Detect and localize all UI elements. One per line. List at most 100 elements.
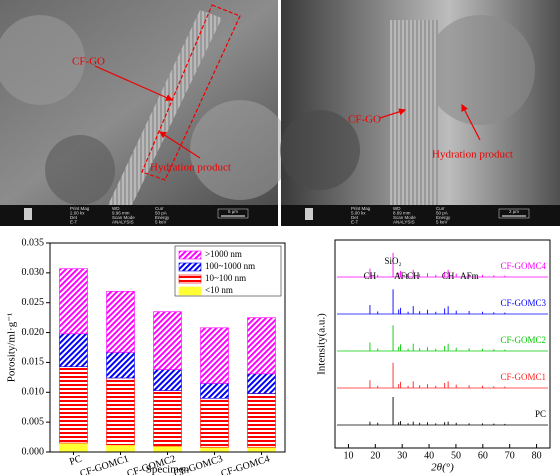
x-tick-label: PC	[68, 453, 83, 467]
bar-segment	[106, 291, 135, 353]
x-tick-label: CF-GOMC4	[220, 454, 272, 475]
info-field: Energy	[436, 215, 451, 220]
series-label: CF-GOMC2	[500, 335, 546, 345]
annotation: CH	[442, 271, 455, 281]
x-tick-label: 70	[505, 450, 515, 461]
info-field: WD	[393, 206, 401, 211]
bar-segment	[247, 317, 276, 375]
legend-swatch	[178, 286, 202, 296]
x-axis-label: Specimen	[146, 464, 190, 475]
bar-segment	[247, 373, 276, 394]
icon	[24, 208, 32, 220]
plot-frame	[49, 242, 286, 453]
sem-image-right: CF-GO Hydration product	[280, 0, 560, 226]
bar-segment	[106, 351, 135, 379]
plot-frame	[334, 239, 551, 449]
bar-segment	[106, 444, 135, 453]
y-tick-label: 0.030	[22, 267, 45, 278]
info-field: Det	[351, 215, 359, 220]
y-tick-label: 0.035	[22, 237, 45, 248]
series-label: CF-GOMC3	[500, 298, 546, 308]
y-tick-label: 0.000	[22, 446, 45, 457]
y-tick-label: 0.010	[22, 387, 45, 398]
info-field: Scan Mode	[112, 215, 135, 220]
bar-segment	[106, 377, 135, 446]
info-value: 9.96 mm	[112, 211, 130, 216]
info-field: WD	[112, 206, 120, 211]
legend-swatch	[178, 250, 202, 260]
bar-segment	[59, 268, 88, 335]
bar-segment	[200, 397, 229, 448]
bar-segment	[59, 333, 88, 367]
scale-bar-box	[498, 208, 530, 219]
legend-label: <10 nm	[205, 285, 233, 295]
bar-segment	[200, 446, 229, 453]
bar-segment	[153, 311, 182, 370]
info-field: Det	[70, 215, 78, 220]
annotation: CH	[364, 271, 377, 281]
info-field: Print Mag	[351, 206, 371, 211]
info-value: 50 pA	[155, 211, 167, 216]
sem-label: Hydration product	[432, 149, 513, 161]
annotation: AFt	[394, 271, 409, 281]
scale-bar: 2 μm	[509, 209, 519, 214]
y-tick-label: 0.005	[22, 416, 45, 427]
x-tick-label: 40	[424, 450, 434, 461]
series-label: CF-GOMC4	[500, 261, 546, 271]
bar-segment	[59, 366, 88, 444]
scale-bar-box	[217, 208, 249, 219]
x-tick-label: 30	[397, 450, 407, 461]
legend-label: 100~1000 nm	[205, 261, 255, 271]
bar-segment	[247, 393, 276, 448]
x-tick-label: 20	[370, 450, 380, 461]
bar-segment	[153, 369, 182, 391]
info-value: 5 keV	[436, 220, 448, 225]
x-tick-label: 60	[478, 450, 488, 461]
info-value: 8.69 mm	[393, 211, 411, 216]
x-tick-label: 80	[532, 450, 542, 461]
x-tick-label: CF-GOMC1	[79, 454, 131, 475]
info-value: E-T	[351, 220, 359, 225]
x-tick-label: 50	[451, 450, 461, 461]
y-tick-label: 0.015	[22, 357, 45, 368]
x-axis-label: 2θ(°)	[431, 462, 454, 474]
info-value: 2.00 kx	[70, 211, 85, 216]
series-label: CF-GOMC1	[500, 372, 546, 382]
info-value: 50 pA	[436, 211, 448, 216]
info-field: Scan Mode	[393, 215, 416, 220]
bar-segment	[200, 383, 229, 399]
info-field: Curr	[436, 206, 445, 211]
annotation: AFm	[460, 271, 479, 281]
sem-image-left: CF-GO Hydration product	[0, 0, 290, 226]
y-axis-label: Intensity(a.u.)	[316, 313, 328, 375]
annotation: CH	[407, 271, 420, 281]
info-field: Print Mag	[70, 206, 90, 211]
bar-segment	[200, 327, 229, 384]
y-axis-label: Porosity/ml·g⁻¹	[6, 313, 18, 383]
sem-label: CF-GO	[348, 114, 381, 126]
icon	[305, 208, 313, 220]
sem-label: CF-GO	[72, 56, 105, 68]
y-tick-label: 0.025	[22, 297, 45, 308]
annotation: SiO₂	[384, 256, 401, 266]
info-value: ANALYSIS	[112, 220, 134, 225]
info-field: Curr	[155, 206, 164, 211]
y-tick-label: 0.020	[22, 327, 45, 338]
bar-segment	[247, 446, 276, 453]
bar-segment	[59, 442, 88, 453]
info-value: 5 keV	[155, 220, 167, 225]
info-value: 5.00 kx	[351, 211, 366, 216]
info-value: E-T	[70, 220, 78, 225]
series-label: PC	[535, 409, 546, 419]
legend-swatch	[178, 274, 202, 284]
x-tick-label: 10	[343, 450, 353, 461]
legend-label: >1000 nm	[205, 249, 242, 259]
scale-bar: 5 μm	[228, 209, 238, 214]
info-value: ANALYSIS	[393, 220, 415, 225]
bar-segment	[153, 390, 182, 447]
sem-label: Hydration product	[150, 162, 231, 174]
info-field: Energy	[155, 215, 170, 220]
bar-segment	[153, 445, 182, 453]
